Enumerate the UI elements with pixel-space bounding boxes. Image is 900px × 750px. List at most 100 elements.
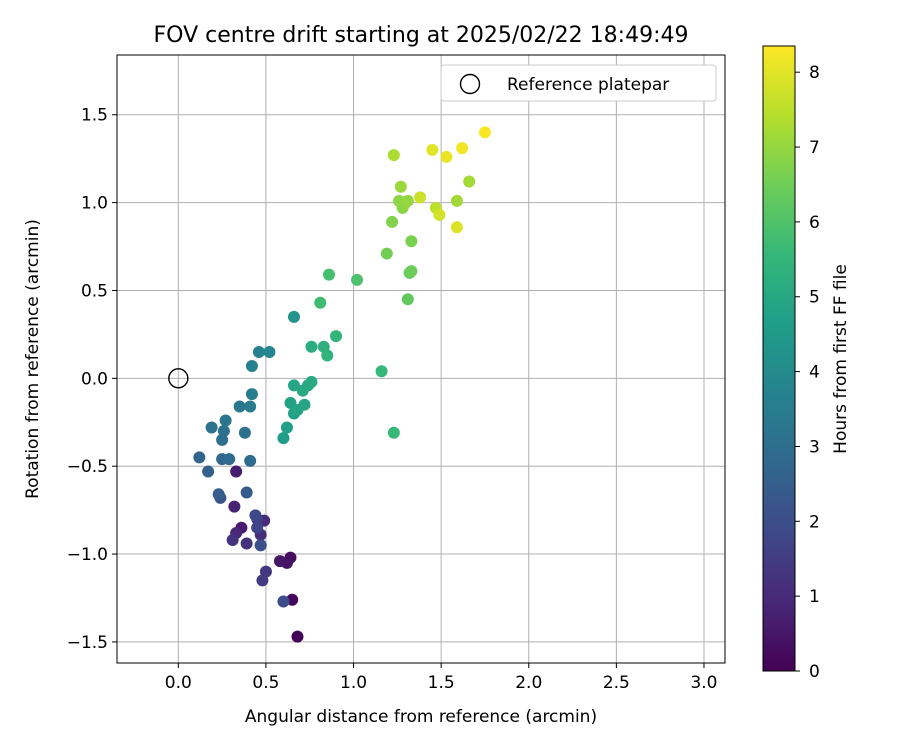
data-point [380, 247, 393, 260]
data-point [249, 509, 262, 522]
x-tick-label: 0.5 [252, 673, 279, 693]
reference-marker [168, 368, 189, 389]
data-point [401, 194, 414, 207]
y-axis-label: Rotation from reference (arcmin) [23, 219, 43, 499]
data-point [263, 345, 276, 358]
data-point [405, 235, 418, 248]
data-point [251, 521, 264, 534]
data-point [405, 265, 418, 278]
data-point [478, 126, 491, 139]
data-point [287, 310, 300, 323]
data-point [456, 142, 469, 155]
data-point [244, 454, 257, 467]
data-point [226, 533, 239, 546]
data-point [305, 375, 318, 388]
data-point [219, 414, 232, 427]
colorbar-tick-label: 0 [809, 662, 820, 682]
data-point [193, 451, 206, 464]
data-point [330, 330, 343, 343]
data-point [205, 421, 218, 434]
data-point [256, 574, 269, 587]
x-tick-label: 1.5 [428, 673, 455, 693]
legend: Reference platepar [440, 64, 717, 102]
x-tick-label: 3.0 [690, 673, 717, 693]
y-tick-label: −0.5 [67, 457, 108, 477]
data-point [414, 191, 427, 204]
data-point [273, 555, 286, 568]
data-point [287, 379, 300, 392]
data-point [305, 340, 318, 353]
data-point [463, 175, 476, 188]
colorbar-tick-label: 4 [809, 363, 820, 383]
grid [117, 55, 725, 663]
data-point [230, 465, 243, 478]
x-axis-ticks: 0.0 0.5 1.0 1.5 2.0 2.5 3.0 [165, 663, 717, 693]
colorbar-tick-label: 3 [809, 437, 820, 457]
data-point [440, 150, 453, 163]
colorbar-tick-label: 1 [809, 587, 820, 607]
data-point [240, 486, 253, 499]
x-axis-label: Angular distance from reference (arcmin) [245, 707, 597, 727]
data-point [244, 400, 257, 413]
y-tick-label: −1.0 [67, 545, 108, 565]
y-tick-label: 1.0 [81, 194, 108, 214]
data-point [387, 149, 400, 162]
data-point [252, 345, 265, 358]
data-point [280, 421, 293, 434]
data-point [217, 425, 230, 438]
data-points [193, 126, 491, 643]
data-point [394, 180, 407, 193]
colorbar-gradient [762, 45, 796, 672]
x-tick-label: 2.0 [515, 673, 542, 693]
legend-box [440, 64, 717, 102]
data-point [212, 488, 225, 501]
data-point [291, 630, 304, 643]
y-tick-label: 0.0 [81, 369, 108, 389]
reference-platepar-marker [168, 368, 189, 389]
data-point [323, 268, 336, 281]
data-point [245, 388, 258, 401]
colorbar-tick-label: 2 [809, 512, 820, 532]
data-point [298, 398, 311, 411]
chart-title: FOV centre drift starting at 2025/02/22 … [154, 23, 689, 48]
y-tick-label: 1.5 [81, 106, 108, 126]
y-tick-label: −1.5 [67, 633, 108, 653]
data-point [351, 273, 364, 286]
data-point [433, 208, 446, 221]
data-point [375, 365, 388, 378]
y-axis-ticks: −1.5 −1.0 −0.5 0.0 0.5 1.0 1.5 [67, 106, 117, 653]
x-tick-label: 0.0 [165, 673, 192, 693]
colorbar-tick-label: 5 [809, 288, 820, 308]
legend-marker-open-circle [459, 73, 481, 95]
data-point [245, 360, 258, 373]
data-point [314, 296, 327, 309]
y-tick-label: 0.5 [81, 281, 108, 301]
legend-label: Reference platepar [507, 75, 669, 95]
data-point [202, 465, 215, 478]
data-point [223, 453, 236, 466]
data-point [426, 143, 439, 156]
data-point [401, 293, 414, 306]
x-tick-label: 2.5 [603, 673, 630, 693]
data-point [228, 500, 241, 513]
x-tick-label: 1.0 [340, 673, 367, 693]
data-point [450, 221, 463, 234]
data-point [238, 426, 251, 439]
data-point [254, 539, 267, 552]
data-point [277, 595, 290, 608]
colorbar-ticks: 0 1 2 3 4 5 6 7 8 [795, 63, 820, 682]
colorbar-tick-label: 6 [809, 213, 820, 233]
data-point [240, 537, 253, 550]
axes-frame [116, 54, 726, 664]
data-point [386, 215, 399, 228]
data-point [387, 426, 400, 439]
colorbar-tick-label: 8 [809, 63, 820, 83]
colorbar: 0 1 2 3 4 5 6 7 8 Hours from first FF file [762, 45, 851, 682]
colorbar-label: Hours from first FF file [831, 264, 851, 454]
data-point [321, 349, 334, 362]
data-point [277, 432, 290, 445]
colorbar-tick-label: 7 [809, 138, 820, 158]
data-point [450, 194, 463, 207]
